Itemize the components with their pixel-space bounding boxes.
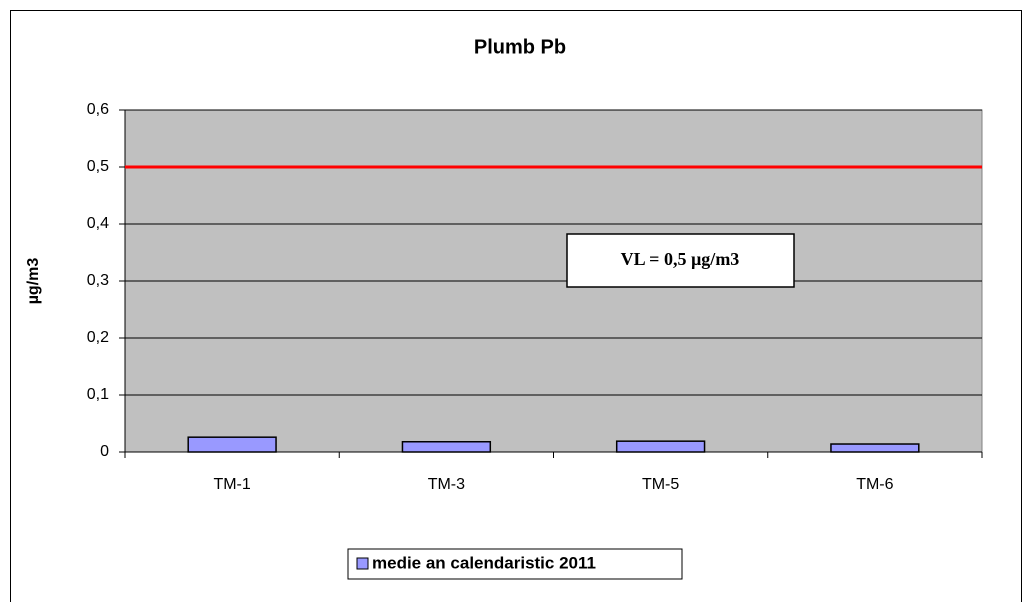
y-tick-label: 0,3 <box>87 272 109 289</box>
bar <box>830 443 920 453</box>
y-tick-label: 0 <box>100 443 109 460</box>
bar <box>187 436 277 453</box>
bar <box>401 440 492 453</box>
x-tick-label: TM-6 <box>856 476 893 493</box>
y-axis-label: µg/m3 <box>25 258 42 305</box>
annotation: VL = 0,5 µg/m3 <box>621 249 740 269</box>
x-tick-label: TM-5 <box>642 476 679 493</box>
y-tick-label: 0,2 <box>87 329 109 346</box>
x-tick-label: TM-1 <box>213 476 250 493</box>
annotation-box <box>566 233 795 288</box>
legend-label: medie an calendaristic 2011 <box>372 553 596 572</box>
y-tick-label: 0,6 <box>87 101 109 118</box>
legend-box <box>347 548 683 580</box>
y-tick-label: 0,1 <box>87 386 109 403</box>
y-tick-label: 0,4 <box>87 215 109 232</box>
x-tick-label: TM-3 <box>428 476 465 493</box>
legend-swatch <box>356 557 369 570</box>
y-tick-label: 0,5 <box>87 158 109 175</box>
bar <box>615 440 706 453</box>
chart-title: Plumb Pb <box>474 36 566 58</box>
